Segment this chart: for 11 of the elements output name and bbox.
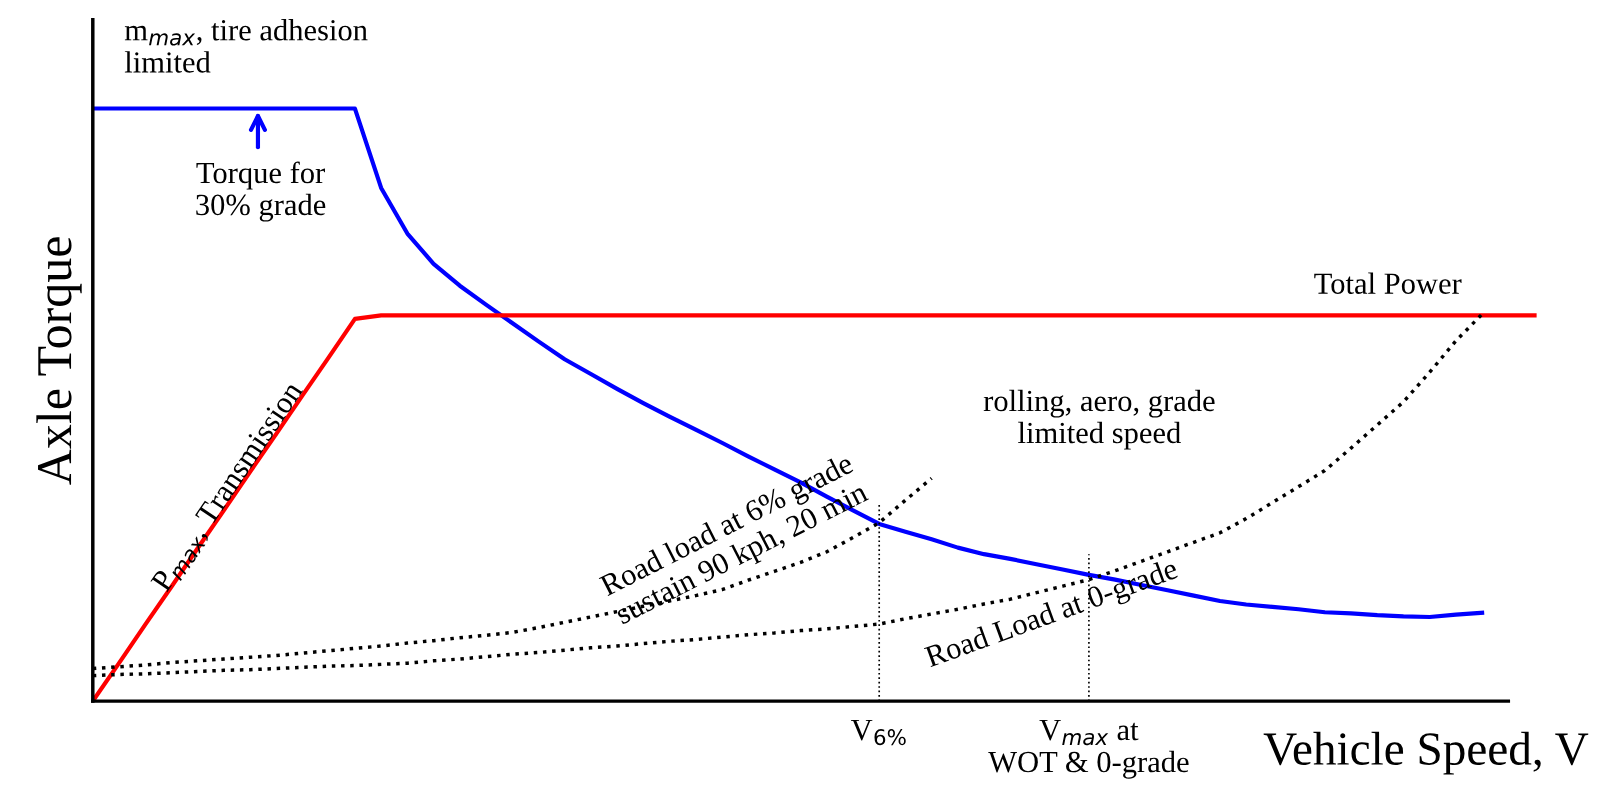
y-axis-title: Axle Torque xyxy=(36,237,82,485)
text: V$_{max}$ at WOT & 0-grade xyxy=(988,719,1189,779)
annotation: rolling, aero, grade limited speed xyxy=(983,389,1215,450)
x-axis-title: Vehicle Speed, V xyxy=(1263,731,1589,775)
annotation: P$_{max}$, Transmission xyxy=(150,379,308,596)
annotation: Torque for 30% grade xyxy=(196,161,326,222)
annotation: Road load at 6% grade sustain 90 kph, 20 min xyxy=(598,451,872,631)
text: V$_{6%}$ xyxy=(850,719,906,746)
annotation: Road Load at 0-grade xyxy=(923,557,1181,674)
annotation: Total Power xyxy=(1314,272,1462,294)
text: m$_{max}$, tire adhesion limited xyxy=(124,19,368,73)
